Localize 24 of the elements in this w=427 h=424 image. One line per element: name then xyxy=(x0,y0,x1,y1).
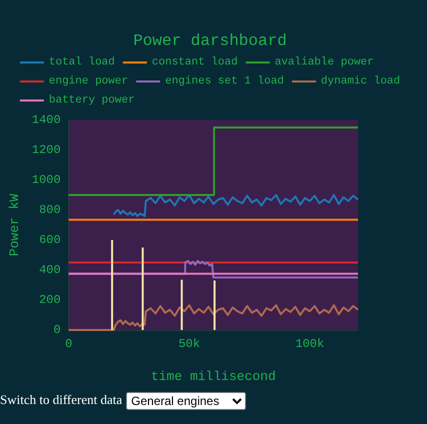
y-axis-title: Power kW xyxy=(7,194,22,256)
legend-label: dynamic load xyxy=(320,76,400,88)
legend-label: avaliable power xyxy=(274,56,374,68)
legend-label: battery power xyxy=(48,94,135,106)
y-tick-label: 1000 xyxy=(32,173,61,187)
text: General engines xyxy=(126,392,246,410)
y-tick-label: 0 xyxy=(54,323,61,337)
x-tick-label: 100k xyxy=(295,337,324,351)
legend-label: engines set 1 load xyxy=(165,76,284,88)
x-axis-title: time millisecond xyxy=(150,369,276,384)
y-tick-label: 600 xyxy=(39,233,61,247)
legend-label: engine power xyxy=(48,76,128,88)
chart-title: Power darshboard xyxy=(133,32,287,50)
y-tick-label: 400 xyxy=(39,263,61,277)
y-tick-label: 800 xyxy=(39,203,61,217)
x-tick-label: 0 xyxy=(65,337,72,351)
y-tick-label: 200 xyxy=(39,293,61,307)
line-series xyxy=(112,194,359,217)
x-tick-label: 50k xyxy=(178,337,200,351)
text: Switch to different data xyxy=(0,392,122,408)
legend-label: total load xyxy=(48,56,115,68)
y-tick-label: 1200 xyxy=(32,143,61,157)
legend-label: constant load xyxy=(152,56,238,68)
y-tick-label: 1400 xyxy=(32,113,61,127)
